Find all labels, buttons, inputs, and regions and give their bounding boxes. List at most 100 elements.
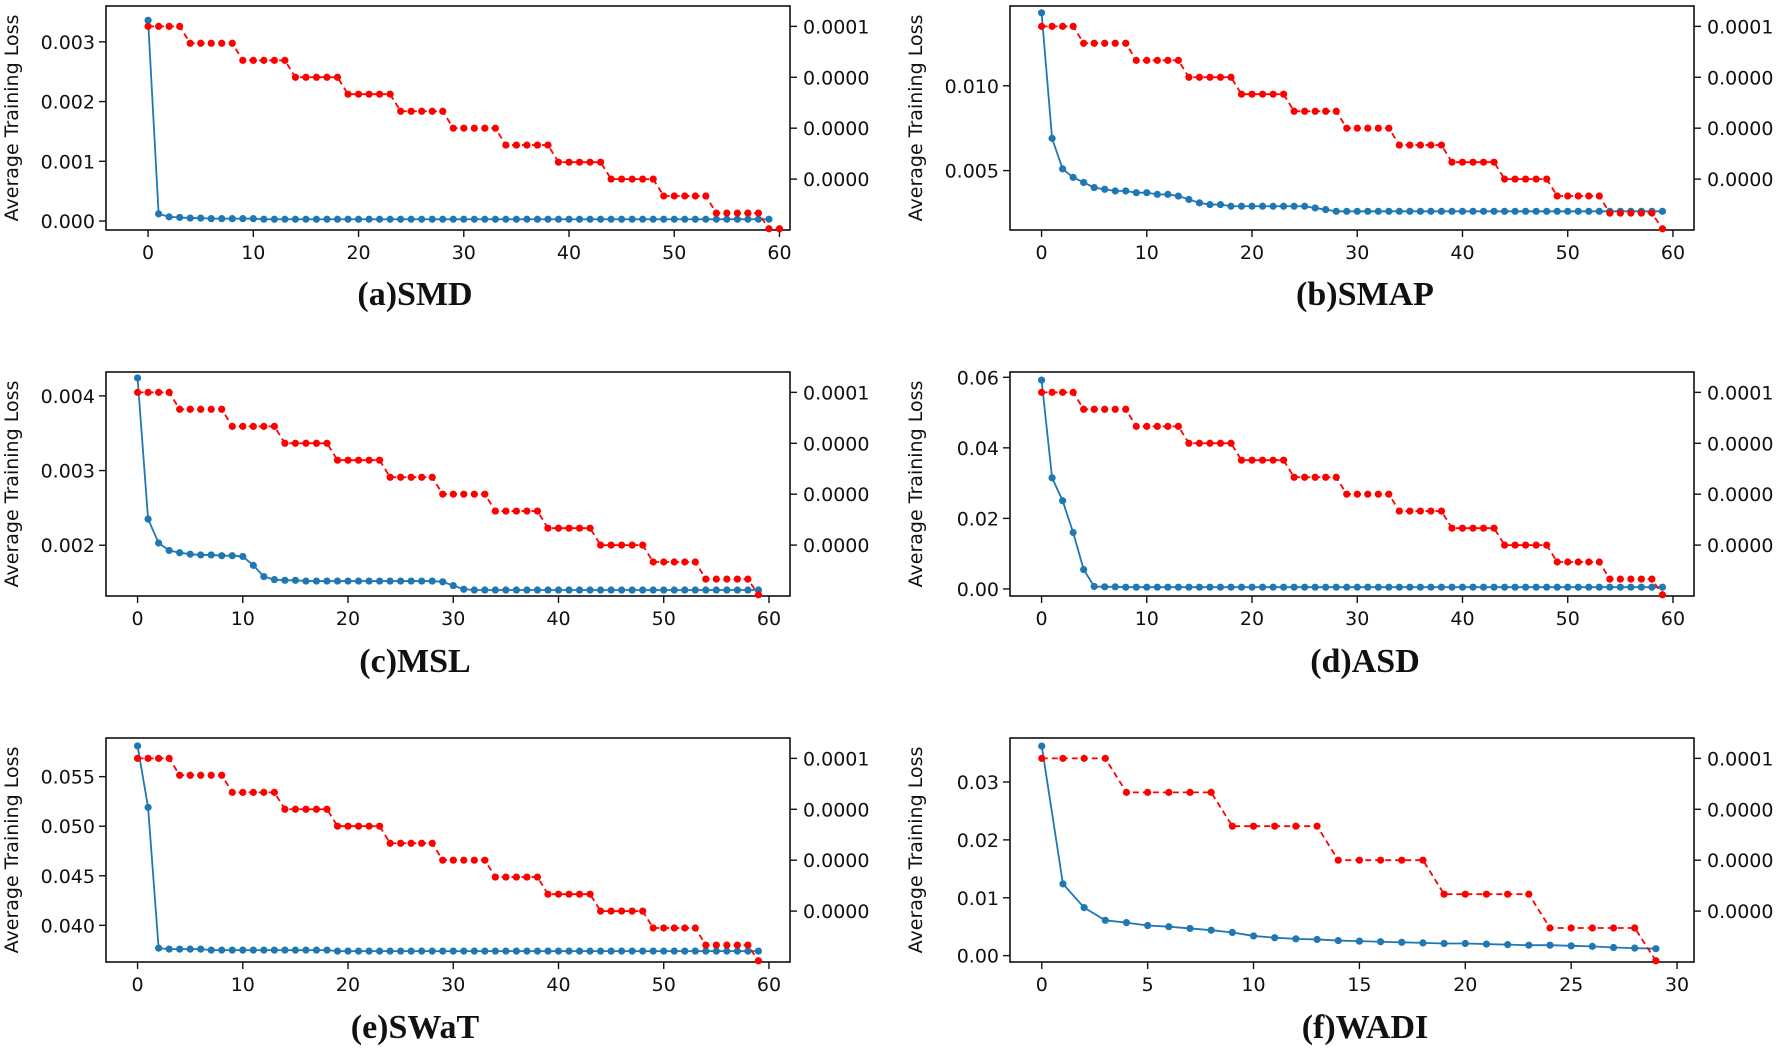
learning-rate-point <box>702 941 710 949</box>
learning-rate-point <box>418 107 426 115</box>
learning-rate-point <box>575 524 584 532</box>
learning-rate-point <box>596 907 605 915</box>
training-loss-series <box>1037 9 1667 215</box>
chart-panel-6: 0 5 10 15 20 25 30 0.00 0.01 0.02 0.03 0.0001 0.0000… <box>905 737 1773 1046</box>
training-loss-point <box>1437 583 1446 591</box>
learning-rate-point <box>1206 73 1214 81</box>
learning-rate-point <box>502 507 510 515</box>
learning-rate-point <box>733 209 741 217</box>
learning-rate-point <box>1567 924 1575 932</box>
training-loss-point <box>723 947 731 955</box>
learning-rate-point <box>575 890 584 898</box>
learning-rate-point <box>270 788 278 796</box>
learning-rate-point <box>1101 754 1109 762</box>
learning-rate-point <box>1186 788 1194 796</box>
training-loss-point <box>333 947 342 955</box>
training-loss-point <box>1301 202 1309 210</box>
training-loss-point <box>618 215 626 223</box>
training-loss-point <box>1290 583 1298 591</box>
learning-rate-point <box>249 56 257 64</box>
training-loss-point <box>639 586 647 594</box>
learning-rate-point <box>1416 141 1424 149</box>
training-loss-point <box>1419 939 1427 947</box>
x-tick-label: 0 <box>1036 974 1048 996</box>
training-loss-point <box>660 947 668 955</box>
learning-rate-point <box>775 225 784 233</box>
learning-rate-point <box>1546 924 1554 932</box>
plot-frame <box>1009 737 1695 963</box>
learning-rate-point <box>1143 422 1151 430</box>
training-loss-point <box>1258 583 1267 591</box>
learning-rate-point <box>418 839 426 847</box>
y-tick-label: 0.04 <box>957 438 999 460</box>
training-loss-point <box>1343 583 1351 591</box>
learning-rate-point <box>1437 141 1446 149</box>
training-loss-point <box>712 947 720 955</box>
training-loss-point <box>207 215 215 223</box>
learning-rate-point <box>544 524 552 532</box>
training-loss-point <box>765 215 773 223</box>
learning-rate-point <box>1301 473 1309 481</box>
training-loss-point <box>1574 583 1582 591</box>
training-loss-point <box>1237 583 1246 591</box>
learning-rate-point <box>481 856 489 864</box>
learning-rate-point <box>354 90 363 98</box>
learning-rate-point <box>291 73 300 81</box>
learning-rate-point <box>365 456 373 464</box>
training-loss-point <box>1195 583 1204 591</box>
x-tick-label: 20 <box>346 242 370 264</box>
training-loss-point <box>1069 528 1077 537</box>
learning-rate-point <box>386 473 394 481</box>
learning-rate-point <box>1207 788 1215 796</box>
training-loss-line <box>1040 380 1663 589</box>
learning-rate-series <box>133 754 763 965</box>
training-loss-point <box>228 552 236 560</box>
learning-rate-point <box>533 141 542 149</box>
learning-rate-point <box>681 924 689 932</box>
training-loss-point <box>575 586 584 594</box>
training-loss-point <box>1522 583 1530 591</box>
right-y-tick-label: 0.0000 <box>1707 850 1773 872</box>
training-loss-point <box>1144 921 1152 930</box>
chart-panel-4: 0 10 20 30 40 50 60 0.00 0.02 0.04 0.06 0.0001 0.000… <box>905 367 1773 680</box>
training-loss-point <box>439 947 447 955</box>
training-loss-point <box>649 215 657 223</box>
learning-rate-point <box>1090 39 1098 47</box>
learning-rate-point <box>333 73 342 81</box>
training-loss-point <box>618 947 626 955</box>
learning-rate-point <box>1522 541 1530 549</box>
training-loss-point <box>1311 204 1319 212</box>
learning-rate-point <box>155 388 163 396</box>
training-loss-point <box>533 215 542 223</box>
learning-rate-point <box>1469 524 1477 532</box>
learning-rate-point <box>744 941 752 949</box>
y-axis-label: Average Training Loss <box>905 747 927 954</box>
learning-rate-point <box>618 907 626 915</box>
training-loss-point <box>1322 206 1330 214</box>
learning-rate-point <box>575 158 584 166</box>
learning-rate-point <box>1504 890 1512 898</box>
training-loss-point <box>1588 942 1596 950</box>
training-loss-point <box>481 215 489 223</box>
learning-rate-point <box>1490 158 1498 166</box>
learning-rate-point <box>712 209 720 217</box>
y-axis-label: Average Training Loss <box>1 381 23 588</box>
learning-rate-point <box>628 907 636 915</box>
right-y-tick-label: 0.0000 <box>803 118 869 140</box>
x-tick-label: 60 <box>1661 608 1685 630</box>
learning-rate-point <box>1469 158 1477 166</box>
learning-rate-point <box>491 124 499 132</box>
training-loss-point <box>1269 583 1277 591</box>
learning-rate-point <box>312 439 321 447</box>
learning-rate-point <box>1038 754 1046 762</box>
learning-rate-point <box>1153 56 1161 64</box>
learning-rate-point <box>691 558 699 566</box>
learning-rate-point <box>1237 456 1246 464</box>
learning-rate-point <box>1364 490 1372 498</box>
training-loss-point <box>260 572 268 581</box>
right-y-tick-label: 0.0001 <box>803 16 869 38</box>
learning-rate-point <box>439 490 447 498</box>
learning-rate-point <box>186 771 194 779</box>
right-y-tick-label: 0.0000 <box>803 433 869 455</box>
training-loss-series <box>1037 376 1667 591</box>
